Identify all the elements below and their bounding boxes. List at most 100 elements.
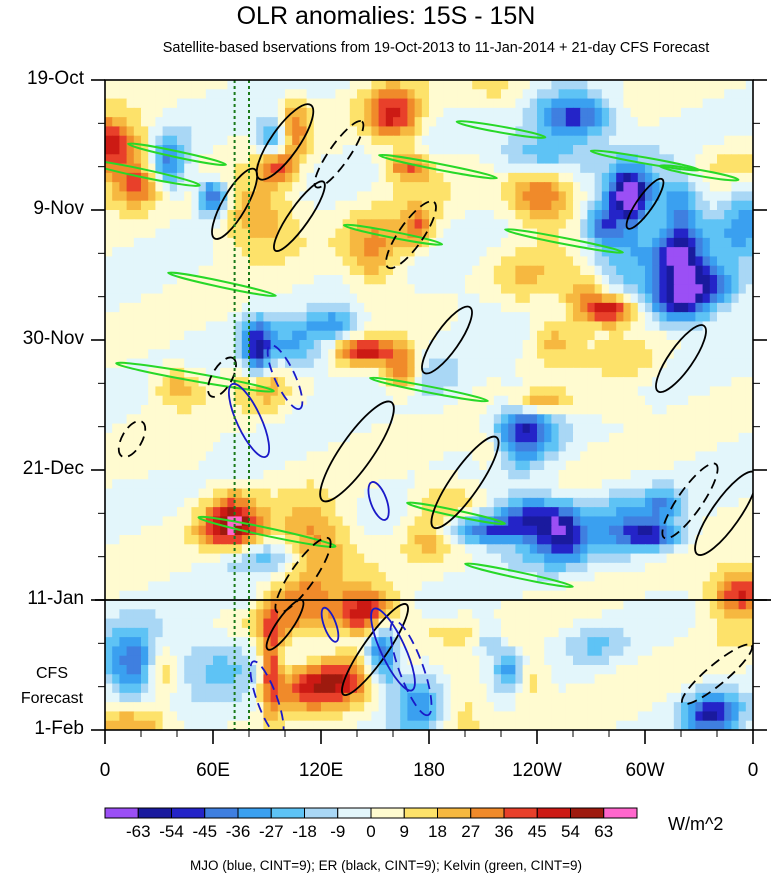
heatmap-cell [126,432,135,443]
heatmap-cell [558,117,567,128]
heatmap-cell [169,423,178,434]
heatmap-cell [198,172,207,183]
heatmap-cell [580,405,588,415]
heatmap-cell [573,525,581,536]
heatmap-cell [623,145,632,155]
heatmap-cell [335,107,344,118]
heatmap-cell [479,293,488,304]
heatmap-cell [400,321,408,332]
heatmap-cell [292,247,300,258]
heatmap-cell [263,135,272,146]
heatmap-cell [551,451,560,462]
heatmap-cell [738,191,747,202]
heatmap-cell [551,321,560,332]
heatmap-cell [465,312,473,323]
heatmap-cell [407,470,416,480]
heatmap-cell [587,358,596,369]
heatmap-cell [573,293,581,304]
heatmap-cell [630,581,639,592]
heatmap-cell [241,163,250,174]
heatmap-cell [371,247,380,258]
heatmap-cell [609,544,617,555]
heatmap-cell [378,405,387,415]
heatmap-cell [263,256,272,267]
heatmap-cell [191,451,200,462]
heatmap-cell [342,553,351,564]
heatmap-cell [126,553,135,564]
heatmap-cell [328,535,336,545]
heatmap-cell [249,172,257,183]
heatmap-cell [299,525,308,536]
heatmap-cell [270,572,279,583]
heatmap-cell [501,414,509,425]
heatmap-cell [371,470,380,480]
heatmap-cell [177,247,185,258]
heatmap-cell [213,395,221,406]
heatmap-cell [105,590,113,601]
heatmap-cell [558,321,567,332]
heatmap-cell [285,98,293,109]
heatmap-cell [436,163,444,174]
heatmap-cell [364,89,372,100]
heatmap-cell [616,562,624,573]
heatmap-cell [472,451,480,462]
heatmap-cell [364,405,372,415]
heatmap-cell [321,562,329,573]
heatmap-cell [162,479,171,490]
heatmap-cell [256,293,264,304]
heatmap-cell [335,451,344,462]
heatmap-cell [558,442,567,453]
heatmap-cell [198,219,207,230]
heatmap-cell [695,107,704,118]
heatmap-cell [378,367,387,378]
heatmap-cell [515,544,524,555]
heatmap-cell [285,590,293,601]
heatmap-cell [551,581,560,592]
heatmap-cell [234,154,243,165]
heatmap-cell [249,414,257,425]
heatmap-cell [342,405,351,415]
heatmap-cell [450,544,459,555]
heatmap-cell [745,275,753,285]
heatmap-cell [321,507,329,518]
heatmap-cell [623,367,632,378]
heatmap-cell [637,432,646,443]
heatmap-cell [587,330,596,341]
heatmap-cell [493,163,502,174]
heatmap-cell [623,163,632,174]
heatmap-cell [105,265,113,276]
heatmap-cell [177,163,185,174]
heatmap-cell [364,535,372,545]
heatmap-cell [673,451,682,462]
heatmap-cell [594,581,603,592]
heatmap-cell [292,395,300,406]
heatmap-cell [299,507,308,518]
heatmap-cell [558,330,567,341]
heatmap-cell [551,107,560,118]
heatmap-cell [177,321,185,332]
heatmap-cell [393,330,401,341]
heatmap-cell [357,256,365,267]
heatmap-cell [112,191,120,202]
heatmap-cell [745,98,753,109]
heatmap-cell [263,581,272,592]
heatmap-cell [616,553,624,564]
heatmap-cell [609,210,617,220]
heatmap-cell [630,89,639,100]
heatmap-cell [313,479,322,490]
heatmap-cell [133,321,142,332]
heatmap-cell [371,581,380,592]
heatmap-cell [637,265,646,276]
heatmap-cell [731,516,740,527]
heatmap-cell [205,191,214,202]
heatmap-cell [544,395,552,406]
heatmap-cell [306,562,315,573]
heatmap-cell [335,321,344,332]
heatmap-cell [205,460,214,471]
heatmap-cell [652,488,660,499]
heatmap-cell [443,414,452,425]
heatmap-cell [457,349,466,360]
heatmap-cell [537,395,545,406]
heatmap-cell [306,247,315,258]
heatmap-cell [695,210,704,220]
